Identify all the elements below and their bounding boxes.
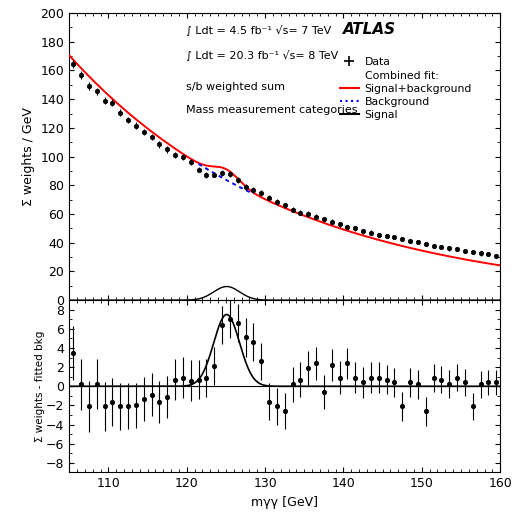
Text: ATLAS: ATLAS: [343, 22, 396, 37]
Y-axis label: Σ weights / GeV: Σ weights / GeV: [22, 107, 35, 206]
Text: s/b weighted sum: s/b weighted sum: [186, 82, 285, 92]
Text: Mass measurement categories: Mass measurement categories: [186, 105, 357, 115]
Text: ∫ Ldt = 20.3 fb⁻¹ √s= 8 TeV: ∫ Ldt = 20.3 fb⁻¹ √s= 8 TeV: [186, 51, 338, 62]
X-axis label: mγγ [GeV]: mγγ [GeV]: [251, 496, 318, 509]
Text: ∫ Ldt = 4.5 fb⁻¹ √s= 7 TeV: ∫ Ldt = 4.5 fb⁻¹ √s= 7 TeV: [186, 25, 331, 35]
Legend: Data, Combined fit:, Signal+background, Background, Signal: Data, Combined fit:, Signal+background, …: [336, 53, 477, 125]
Y-axis label: Σ weights - fitted bkg: Σ weights - fitted bkg: [34, 330, 45, 442]
